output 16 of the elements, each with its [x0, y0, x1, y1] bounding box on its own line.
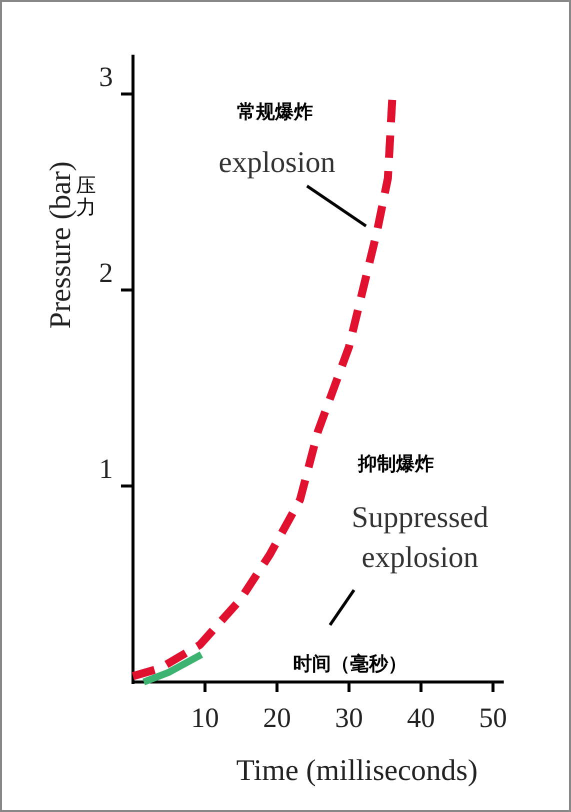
annotation: 抑制爆炸: [357, 453, 434, 475]
x-axis-title: Time (milliseconds): [236, 754, 478, 787]
y-tick-label: 1: [99, 454, 113, 485]
y-tick-label: 3: [99, 62, 113, 93]
x-tick-label: 10: [191, 703, 219, 734]
annotation: explosion: [218, 146, 336, 179]
x-tick-label: 20: [263, 703, 291, 734]
x-tick-label: 50: [479, 703, 507, 734]
annotation: 时间（毫秒）: [293, 653, 407, 675]
annotation: Suppressed explosion: [352, 501, 488, 574]
y-axis-title: Pressure (bar): [44, 161, 77, 329]
y-tick-label: 2: [99, 258, 113, 289]
x-tick-label: 40: [407, 703, 435, 734]
annotation: 常规爆炸: [237, 101, 313, 123]
text: 压力: [76, 173, 96, 219]
x-tick-label: 30: [335, 703, 363, 734]
